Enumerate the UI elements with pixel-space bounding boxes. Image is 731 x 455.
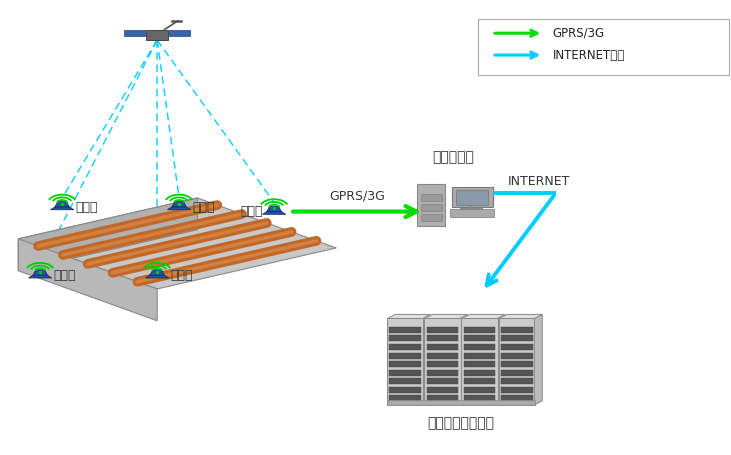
FancyBboxPatch shape — [501, 387, 533, 393]
FancyBboxPatch shape — [421, 204, 442, 211]
FancyBboxPatch shape — [464, 395, 496, 402]
FancyBboxPatch shape — [427, 361, 458, 367]
FancyBboxPatch shape — [427, 353, 458, 359]
Polygon shape — [425, 314, 468, 318]
Text: 监测点: 监测点 — [170, 269, 193, 282]
FancyBboxPatch shape — [390, 327, 421, 333]
Polygon shape — [169, 30, 190, 36]
Polygon shape — [150, 270, 164, 275]
FancyBboxPatch shape — [501, 378, 533, 384]
FancyBboxPatch shape — [427, 387, 458, 393]
Text: 处理工作站: 处理工作站 — [432, 150, 474, 164]
Text: 基准点: 基准点 — [240, 205, 263, 218]
Polygon shape — [50, 207, 74, 210]
FancyBboxPatch shape — [464, 353, 496, 359]
Polygon shape — [387, 314, 431, 318]
Polygon shape — [55, 202, 69, 207]
FancyBboxPatch shape — [417, 184, 445, 226]
Text: INTERNET连接: INTERNET连接 — [553, 49, 625, 61]
FancyBboxPatch shape — [390, 378, 421, 384]
FancyBboxPatch shape — [427, 370, 458, 376]
FancyBboxPatch shape — [464, 378, 496, 384]
FancyBboxPatch shape — [387, 400, 535, 405]
FancyBboxPatch shape — [427, 378, 458, 384]
Text: GPRS/3G: GPRS/3G — [553, 27, 605, 40]
FancyBboxPatch shape — [390, 353, 421, 359]
FancyBboxPatch shape — [501, 353, 533, 359]
FancyBboxPatch shape — [390, 344, 421, 350]
FancyBboxPatch shape — [390, 387, 421, 393]
Text: 监测运行服务中心: 监测运行服务中心 — [428, 416, 494, 430]
Polygon shape — [167, 207, 191, 210]
Polygon shape — [124, 30, 145, 36]
FancyBboxPatch shape — [501, 370, 533, 376]
FancyBboxPatch shape — [499, 318, 535, 405]
Polygon shape — [145, 275, 169, 278]
FancyBboxPatch shape — [464, 370, 496, 376]
FancyBboxPatch shape — [452, 187, 493, 207]
Polygon shape — [534, 314, 542, 405]
FancyBboxPatch shape — [464, 335, 496, 341]
FancyBboxPatch shape — [387, 318, 423, 405]
FancyBboxPatch shape — [427, 335, 458, 341]
Text: INTERNET: INTERNET — [508, 175, 570, 188]
FancyBboxPatch shape — [450, 209, 494, 217]
FancyBboxPatch shape — [390, 395, 421, 402]
FancyBboxPatch shape — [478, 19, 729, 75]
FancyBboxPatch shape — [501, 395, 533, 402]
Polygon shape — [18, 198, 336, 289]
FancyBboxPatch shape — [424, 318, 461, 405]
Text: GPRS/3G: GPRS/3G — [329, 189, 385, 202]
FancyBboxPatch shape — [464, 361, 496, 367]
FancyBboxPatch shape — [427, 327, 458, 333]
Text: 监测点: 监测点 — [192, 201, 215, 213]
FancyBboxPatch shape — [464, 344, 496, 350]
FancyBboxPatch shape — [501, 344, 533, 350]
FancyBboxPatch shape — [501, 335, 533, 341]
FancyBboxPatch shape — [390, 361, 421, 367]
FancyBboxPatch shape — [427, 395, 458, 402]
FancyBboxPatch shape — [456, 190, 488, 205]
Polygon shape — [146, 30, 168, 40]
FancyBboxPatch shape — [464, 387, 496, 393]
Polygon shape — [499, 314, 542, 318]
Polygon shape — [262, 212, 286, 214]
Polygon shape — [18, 198, 197, 271]
FancyBboxPatch shape — [421, 214, 442, 221]
FancyBboxPatch shape — [501, 361, 533, 367]
FancyBboxPatch shape — [501, 327, 533, 333]
Text: 监测点: 监测点 — [53, 269, 76, 282]
FancyBboxPatch shape — [390, 335, 421, 341]
FancyBboxPatch shape — [390, 370, 421, 376]
Polygon shape — [33, 270, 48, 275]
FancyBboxPatch shape — [461, 318, 498, 405]
FancyBboxPatch shape — [421, 194, 442, 201]
Polygon shape — [267, 206, 281, 212]
Text: 监测点: 监测点 — [75, 201, 98, 213]
FancyBboxPatch shape — [427, 344, 458, 350]
Polygon shape — [462, 314, 505, 318]
Polygon shape — [29, 275, 52, 278]
Polygon shape — [18, 239, 157, 321]
FancyBboxPatch shape — [464, 327, 496, 333]
Polygon shape — [172, 202, 186, 207]
